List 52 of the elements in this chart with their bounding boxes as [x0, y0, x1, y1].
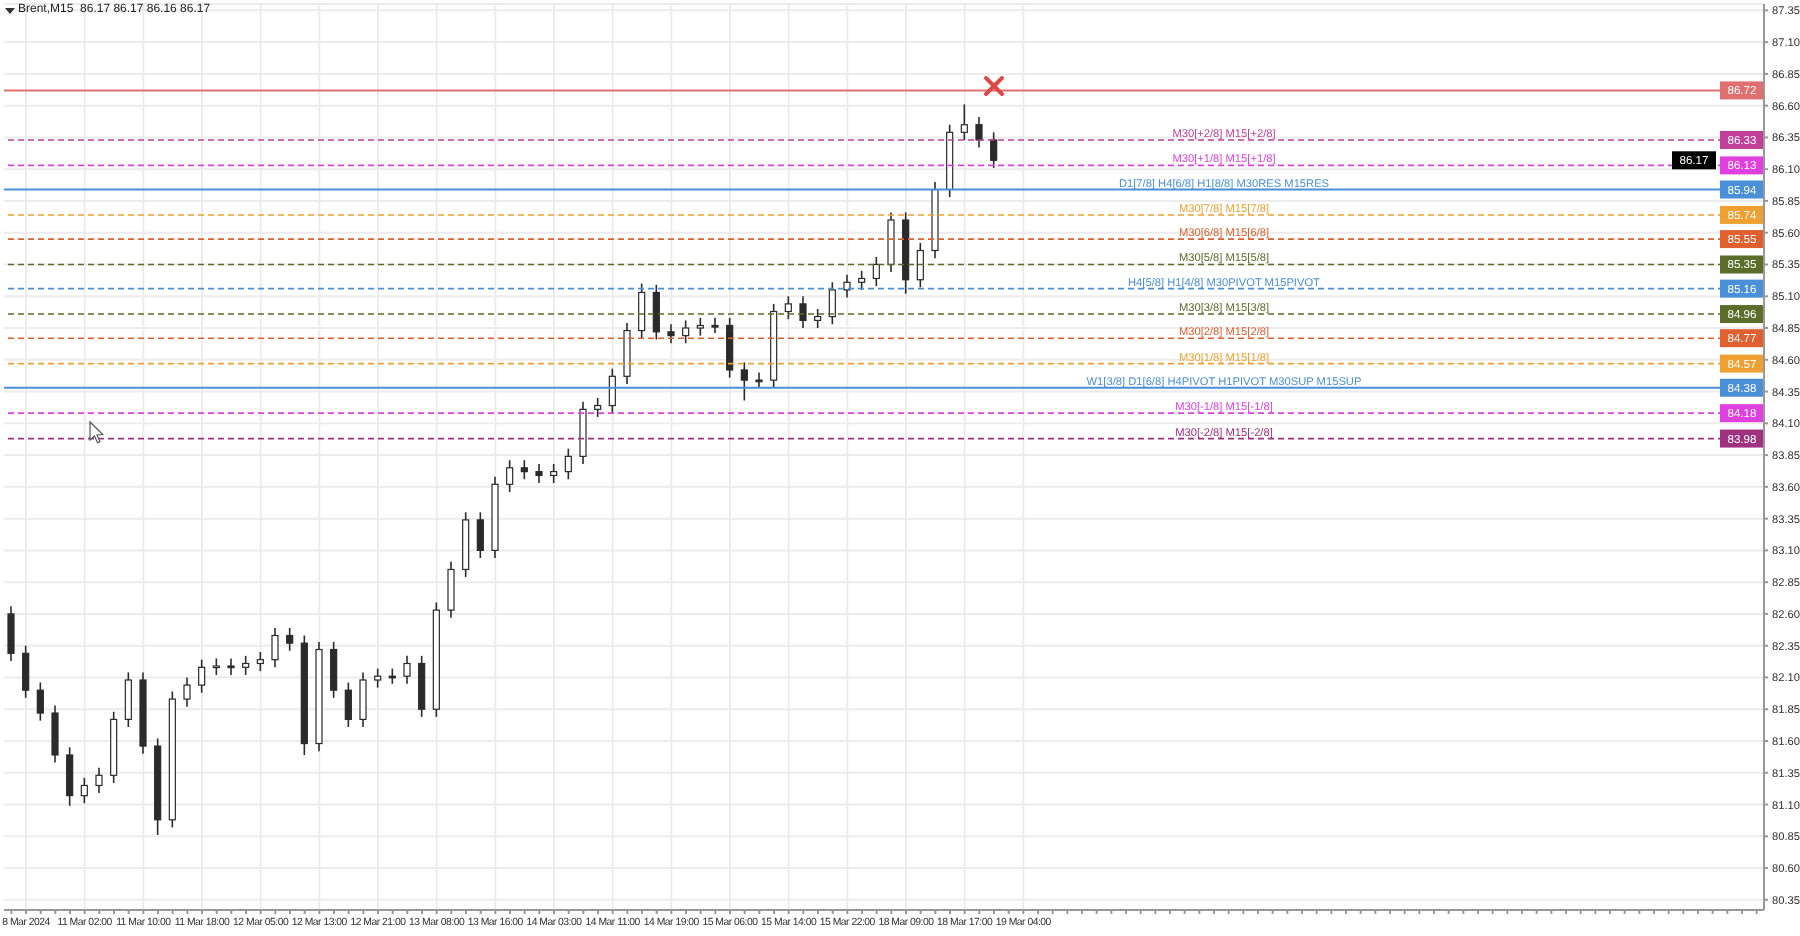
candlestick — [344, 681, 352, 728]
candlestick — [564, 447, 572, 481]
candlestick — [330, 641, 338, 699]
candlestick — [799, 295, 807, 329]
candlestick — [667, 323, 675, 345]
candlestick — [7, 605, 15, 662]
candlestick — [124, 671, 132, 728]
candlestick — [476, 511, 484, 559]
candlestick — [242, 655, 250, 676]
candlestick — [887, 211, 895, 273]
candlestick — [594, 397, 602, 418]
candlestick — [227, 657, 235, 676]
candlestick — [872, 256, 880, 287]
candlestick — [623, 322, 631, 385]
candlestick — [447, 561, 455, 619]
candlestick — [506, 459, 514, 493]
candlestick — [22, 644, 30, 699]
candlestick — [711, 317, 719, 334]
candlestick — [198, 658, 206, 694]
candlestick — [740, 361, 748, 402]
candlestick — [579, 400, 587, 465]
candlestick — [916, 242, 924, 289]
candlestick — [359, 671, 367, 728]
candlestick — [960, 103, 968, 141]
candlestick — [828, 281, 836, 326]
candlestick — [975, 116, 983, 149]
candlestick — [990, 131, 998, 169]
candlestick — [535, 463, 543, 484]
candlestick — [403, 655, 411, 685]
candlestick — [418, 655, 426, 718]
candlestick — [814, 308, 822, 329]
candlestick — [374, 667, 382, 689]
candlestick — [843, 273, 851, 299]
candlestick — [682, 319, 690, 345]
candlestick — [755, 371, 763, 389]
candlestick — [784, 295, 792, 320]
candlestick — [183, 676, 191, 708]
candlestick — [66, 746, 74, 807]
candlestick — [95, 766, 103, 794]
candlestick — [726, 317, 734, 379]
candlestick — [550, 463, 558, 484]
candlestick — [80, 777, 88, 805]
candlestick — [36, 681, 44, 722]
candlestick — [256, 651, 264, 672]
candlestick — [51, 704, 59, 764]
candlestick — [652, 284, 660, 341]
candlestick — [520, 459, 528, 481]
candlestick — [608, 367, 616, 414]
candlestick — [286, 627, 294, 652]
candlestick — [271, 627, 279, 669]
candlestick — [638, 282, 646, 339]
candlestick — [858, 270, 866, 291]
